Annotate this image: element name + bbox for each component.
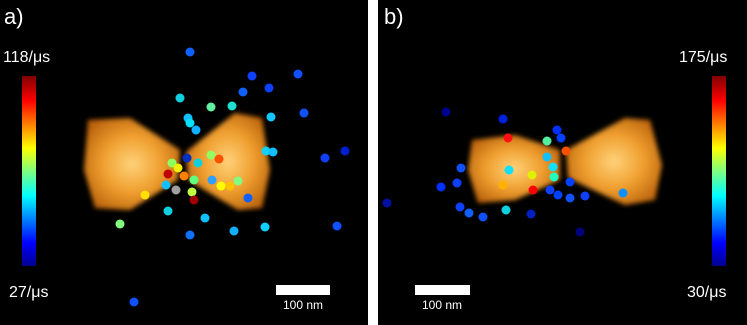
dot <box>382 198 392 208</box>
dot <box>261 146 271 156</box>
dot <box>115 219 125 229</box>
dot <box>238 87 248 97</box>
dot <box>129 297 139 307</box>
panel-label: a) <box>4 4 24 29</box>
dot <box>565 193 575 203</box>
dot <box>163 169 173 179</box>
dot <box>206 102 216 112</box>
dot <box>243 193 253 203</box>
colorbar-max: 175/μs <box>679 49 727 66</box>
scale-bar-label: 100 nm <box>283 298 323 312</box>
dot <box>163 206 173 216</box>
dot <box>193 158 203 168</box>
dot <box>478 212 488 222</box>
dot <box>320 153 330 163</box>
dot <box>501 205 511 215</box>
dot <box>526 209 536 219</box>
panel-a <box>0 0 368 325</box>
dot <box>227 101 237 111</box>
dot <box>504 165 514 175</box>
dot <box>140 190 150 200</box>
dot <box>179 171 189 181</box>
dot <box>167 158 177 168</box>
dot <box>452 178 462 188</box>
dot <box>436 182 446 192</box>
dot <box>185 118 195 128</box>
dot <box>225 181 235 191</box>
dot <box>214 154 224 164</box>
dot <box>229 226 239 236</box>
dot <box>456 163 466 173</box>
dot <box>549 172 559 182</box>
dot <box>580 191 590 201</box>
dot <box>575 227 585 237</box>
dot <box>548 162 558 172</box>
scale-bar <box>276 285 330 295</box>
dot <box>268 147 278 157</box>
dot <box>498 180 508 190</box>
dot <box>247 71 257 81</box>
dot <box>503 133 513 143</box>
dot <box>545 185 555 195</box>
dot <box>565 177 575 187</box>
dot <box>185 47 195 57</box>
dot <box>455 202 465 212</box>
dot <box>173 163 183 173</box>
dot <box>552 125 562 135</box>
bowtie-b <box>468 118 662 205</box>
dot <box>191 125 201 135</box>
dot <box>556 133 566 143</box>
dot <box>542 152 552 162</box>
dot <box>264 83 274 93</box>
emitter-dots <box>115 47 628 307</box>
dot <box>189 195 199 205</box>
dot <box>185 230 195 240</box>
bowtie-a <box>84 113 270 210</box>
colorbar <box>22 76 36 266</box>
dot <box>266 112 276 122</box>
dot <box>553 190 563 200</box>
dot <box>233 176 243 186</box>
scale-bar-label: 100 nm <box>422 298 462 312</box>
colorbar-max: 118/μs <box>3 49 50 66</box>
dot <box>561 146 571 156</box>
dot <box>441 107 451 117</box>
dot <box>464 208 474 218</box>
dot <box>187 187 197 197</box>
colorbar-min: 30/μs <box>687 284 726 301</box>
dot <box>161 180 171 190</box>
dot <box>340 146 350 156</box>
dot <box>200 213 210 223</box>
dot <box>216 181 226 191</box>
scale-bar <box>415 285 470 295</box>
dot <box>207 175 217 185</box>
colorbar-min: 27/μs <box>9 284 48 301</box>
dot <box>542 136 552 146</box>
dot <box>618 188 628 198</box>
dot <box>171 185 181 195</box>
dot <box>527 170 537 180</box>
dot <box>293 69 303 79</box>
dot <box>299 108 309 118</box>
dot <box>332 221 342 231</box>
dot <box>528 185 538 195</box>
panel-b <box>378 0 747 325</box>
dot <box>182 153 192 163</box>
dot <box>206 150 216 160</box>
colorbar <box>712 76 726 266</box>
panel-label: b) <box>384 4 404 29</box>
dot <box>175 93 185 103</box>
dot <box>260 222 270 232</box>
dot <box>498 114 508 124</box>
dot <box>189 175 199 185</box>
